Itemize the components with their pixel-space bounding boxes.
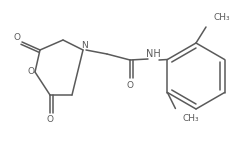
Text: CH₃: CH₃ bbox=[214, 13, 230, 21]
Text: N: N bbox=[80, 42, 87, 50]
Text: O: O bbox=[126, 80, 134, 90]
Text: NH: NH bbox=[146, 49, 160, 59]
Text: O: O bbox=[28, 67, 34, 77]
Text: O: O bbox=[14, 34, 20, 42]
Text: CH₃: CH₃ bbox=[182, 114, 199, 123]
Text: O: O bbox=[46, 116, 54, 125]
